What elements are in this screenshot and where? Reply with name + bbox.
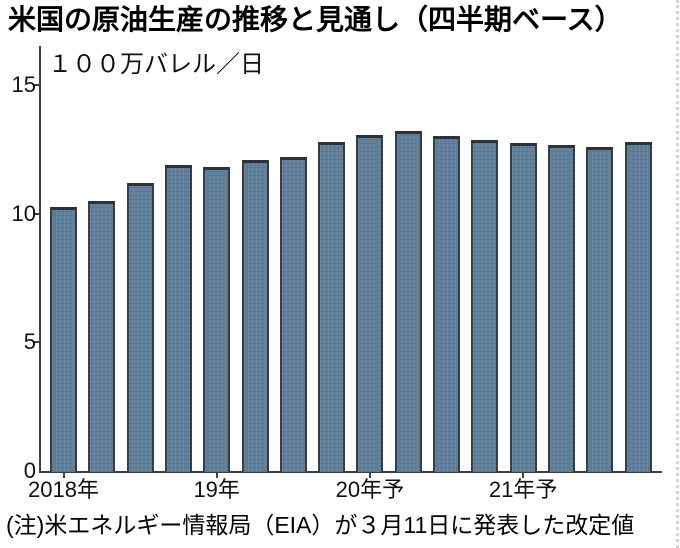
x-tick-label: 19年 (193, 477, 240, 502)
chart-title: 米国の原油生産の推移と見通し（四半期ベース） (8, 4, 623, 35)
y-axis-unit-label: １００万バレル／日 (48, 51, 264, 78)
x-axis-tick-mark (215, 473, 218, 478)
y-axis-tick-mark (33, 212, 40, 215)
bar-2021Q3 (586, 147, 613, 472)
bar-2018Q2 (88, 201, 115, 472)
y-tick-label: 0 (23, 458, 36, 483)
bar-2020Q1 (356, 135, 383, 472)
y-axis-tick-mark (33, 341, 40, 344)
bar-2019Q4 (318, 142, 345, 472)
x-tick-label: 21年予 (488, 477, 558, 502)
bar-2018Q4 (165, 165, 192, 472)
y-tick-label: 15 (11, 72, 36, 97)
y-tick-label: 5 (23, 329, 36, 355)
bar-2019Q2 (242, 160, 269, 472)
x-tick-label: 20年予 (335, 477, 405, 502)
y-axis-line (39, 46, 41, 473)
bar-2020Q2 (395, 131, 422, 472)
bar-2021Q2 (548, 145, 575, 472)
bar-2020Q3 (433, 136, 460, 472)
bar-2020Q4 (471, 140, 498, 472)
bar-2018Q1 (50, 207, 77, 472)
x-tick-label: 2018年 (28, 477, 99, 502)
bar-2019Q3 (280, 157, 307, 472)
page-edge-divider (676, 0, 679, 548)
bar-2019Q1 (203, 167, 230, 472)
bar-2021Q1 (510, 143, 537, 472)
x-axis-line (39, 471, 662, 473)
bar-2018Q3 (127, 183, 154, 472)
x-axis-tick-mark (62, 473, 65, 478)
source-note: (注)米エネルギー情報局（EIA）が３月11日に発表した改定値 (6, 512, 635, 538)
x-axis-tick-mark (522, 473, 525, 478)
x-axis-tick-mark (368, 473, 371, 478)
y-tick-label: 10 (11, 200, 36, 226)
bar-2021Q4 (625, 142, 652, 472)
y-axis-tick-mark (33, 84, 40, 86)
